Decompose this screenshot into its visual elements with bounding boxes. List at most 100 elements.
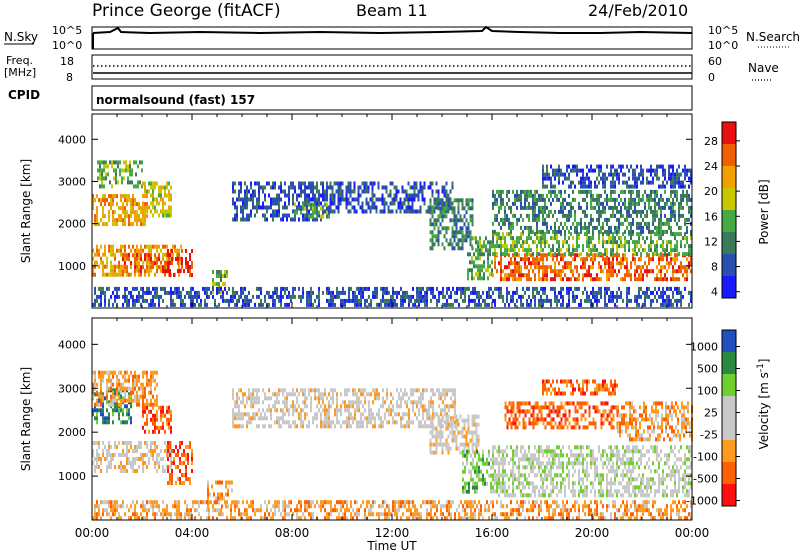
heatmap-cell [612,180,614,185]
heatmap-cell [98,465,100,469]
heatmap-cell [638,209,640,214]
heatmap-cell [106,453,108,457]
heatmap-cell [479,272,481,277]
heatmap-cell [616,217,618,222]
heatmap-cell [250,209,252,214]
heatmap-cell [392,416,394,421]
heatmap-cell [308,209,310,214]
heatmap-cell [264,424,266,429]
heatmap-cell [339,201,342,206]
heatmap-cell [546,253,548,258]
heatmap-cell [114,388,116,393]
heatmap-cell [586,290,588,295]
heatmap-cell [634,172,636,177]
heatmap-cell [134,378,136,383]
heatmap-cell [582,209,584,214]
heatmap-cell [632,217,634,222]
heatmap-cell [358,424,360,429]
heatmap-cell [348,400,350,405]
heatmap-cell [158,253,160,258]
heatmap-cell [112,420,114,425]
heatmap-cell [156,209,158,214]
heatmap-cell [600,201,602,206]
heatmap-cell [558,176,560,181]
heatmap-cell [322,185,324,190]
heatmap-cell [440,290,442,295]
heatmap-cell [650,232,652,237]
heatmap-cell [654,252,656,257]
heatmap-cell [574,209,576,214]
heatmap-cell [564,273,566,278]
heatmap-cell [409,205,412,210]
heatmap-cell [650,193,652,198]
heatmap-cell [112,222,114,227]
heatmap-cell [518,193,520,198]
heatmap-cell [320,201,322,206]
heatmap-cell [152,453,154,457]
heatmap-cell [660,273,662,278]
heatmap-cell [134,449,136,453]
heatmap-cell [656,298,658,303]
heatmap-cell [364,388,366,393]
heatmap-cell [348,416,350,421]
heatmap-cell [94,378,96,383]
heatmap-cell [554,172,556,177]
heatmap-cell [654,294,656,299]
heatmap-cell [638,236,640,241]
heatmap-cell [413,189,416,194]
heatmap-cell [140,302,142,307]
heatmap-cell [622,213,624,218]
heatmap-cell [148,248,150,253]
heatmap-cell [506,244,508,249]
heatmap-cell [566,164,568,169]
heatmap-cell [418,400,420,405]
heatmap-cell [660,294,662,299]
heatmap-cell [150,302,152,307]
heatmap-cell [674,209,676,214]
heatmap-cell [136,202,138,207]
heatmap-cell [446,286,448,291]
heatmap-cell [656,229,658,234]
heatmap-cell [112,198,114,203]
heatmap-cell [160,193,162,198]
heatmap-cell [522,248,524,253]
heatmap-cell [120,206,122,211]
heatmap-cell [564,232,566,237]
heatmap-cell [588,236,590,241]
heatmap-cell [646,269,648,274]
heatmap-cell [536,236,538,241]
heatmap-cell [120,453,122,457]
heatmap-cell [333,201,336,206]
heatmap-cell [530,189,532,194]
heatmap-cell [590,217,592,222]
heatmap-cell [678,217,680,222]
heatmap-cell [524,257,526,262]
heatmap-cell [558,269,560,274]
heatmap-cell [578,205,580,210]
heatmap-cell [169,261,171,265]
heatmap-cell [439,230,442,235]
heatmap-cell [244,181,246,186]
heatmap-cell [138,441,140,445]
heatmap-cell [144,421,146,426]
heatmap-cell [246,400,248,405]
heatmap-cell [177,269,179,273]
heatmap-cell [150,449,152,453]
heatmap-cell [213,492,215,497]
heatmap-cell [173,273,175,277]
heatmap-cell [646,193,648,198]
heatmap-cell [306,396,308,401]
heatmap-cell [680,302,682,307]
heatmap-cell [606,257,608,262]
heatmap-cell [586,201,588,206]
heatmap-cell [368,420,370,425]
heatmap-cell [632,248,634,253]
heatmap-cell [350,400,352,405]
heatmap-cell [388,420,390,425]
heatmap-cell [328,424,330,429]
heatmap-cell [248,189,250,194]
heatmap-cell [254,396,256,401]
heatmap-cell [457,202,460,207]
heatmap-cell [630,221,632,226]
heatmap-cell [282,400,284,405]
